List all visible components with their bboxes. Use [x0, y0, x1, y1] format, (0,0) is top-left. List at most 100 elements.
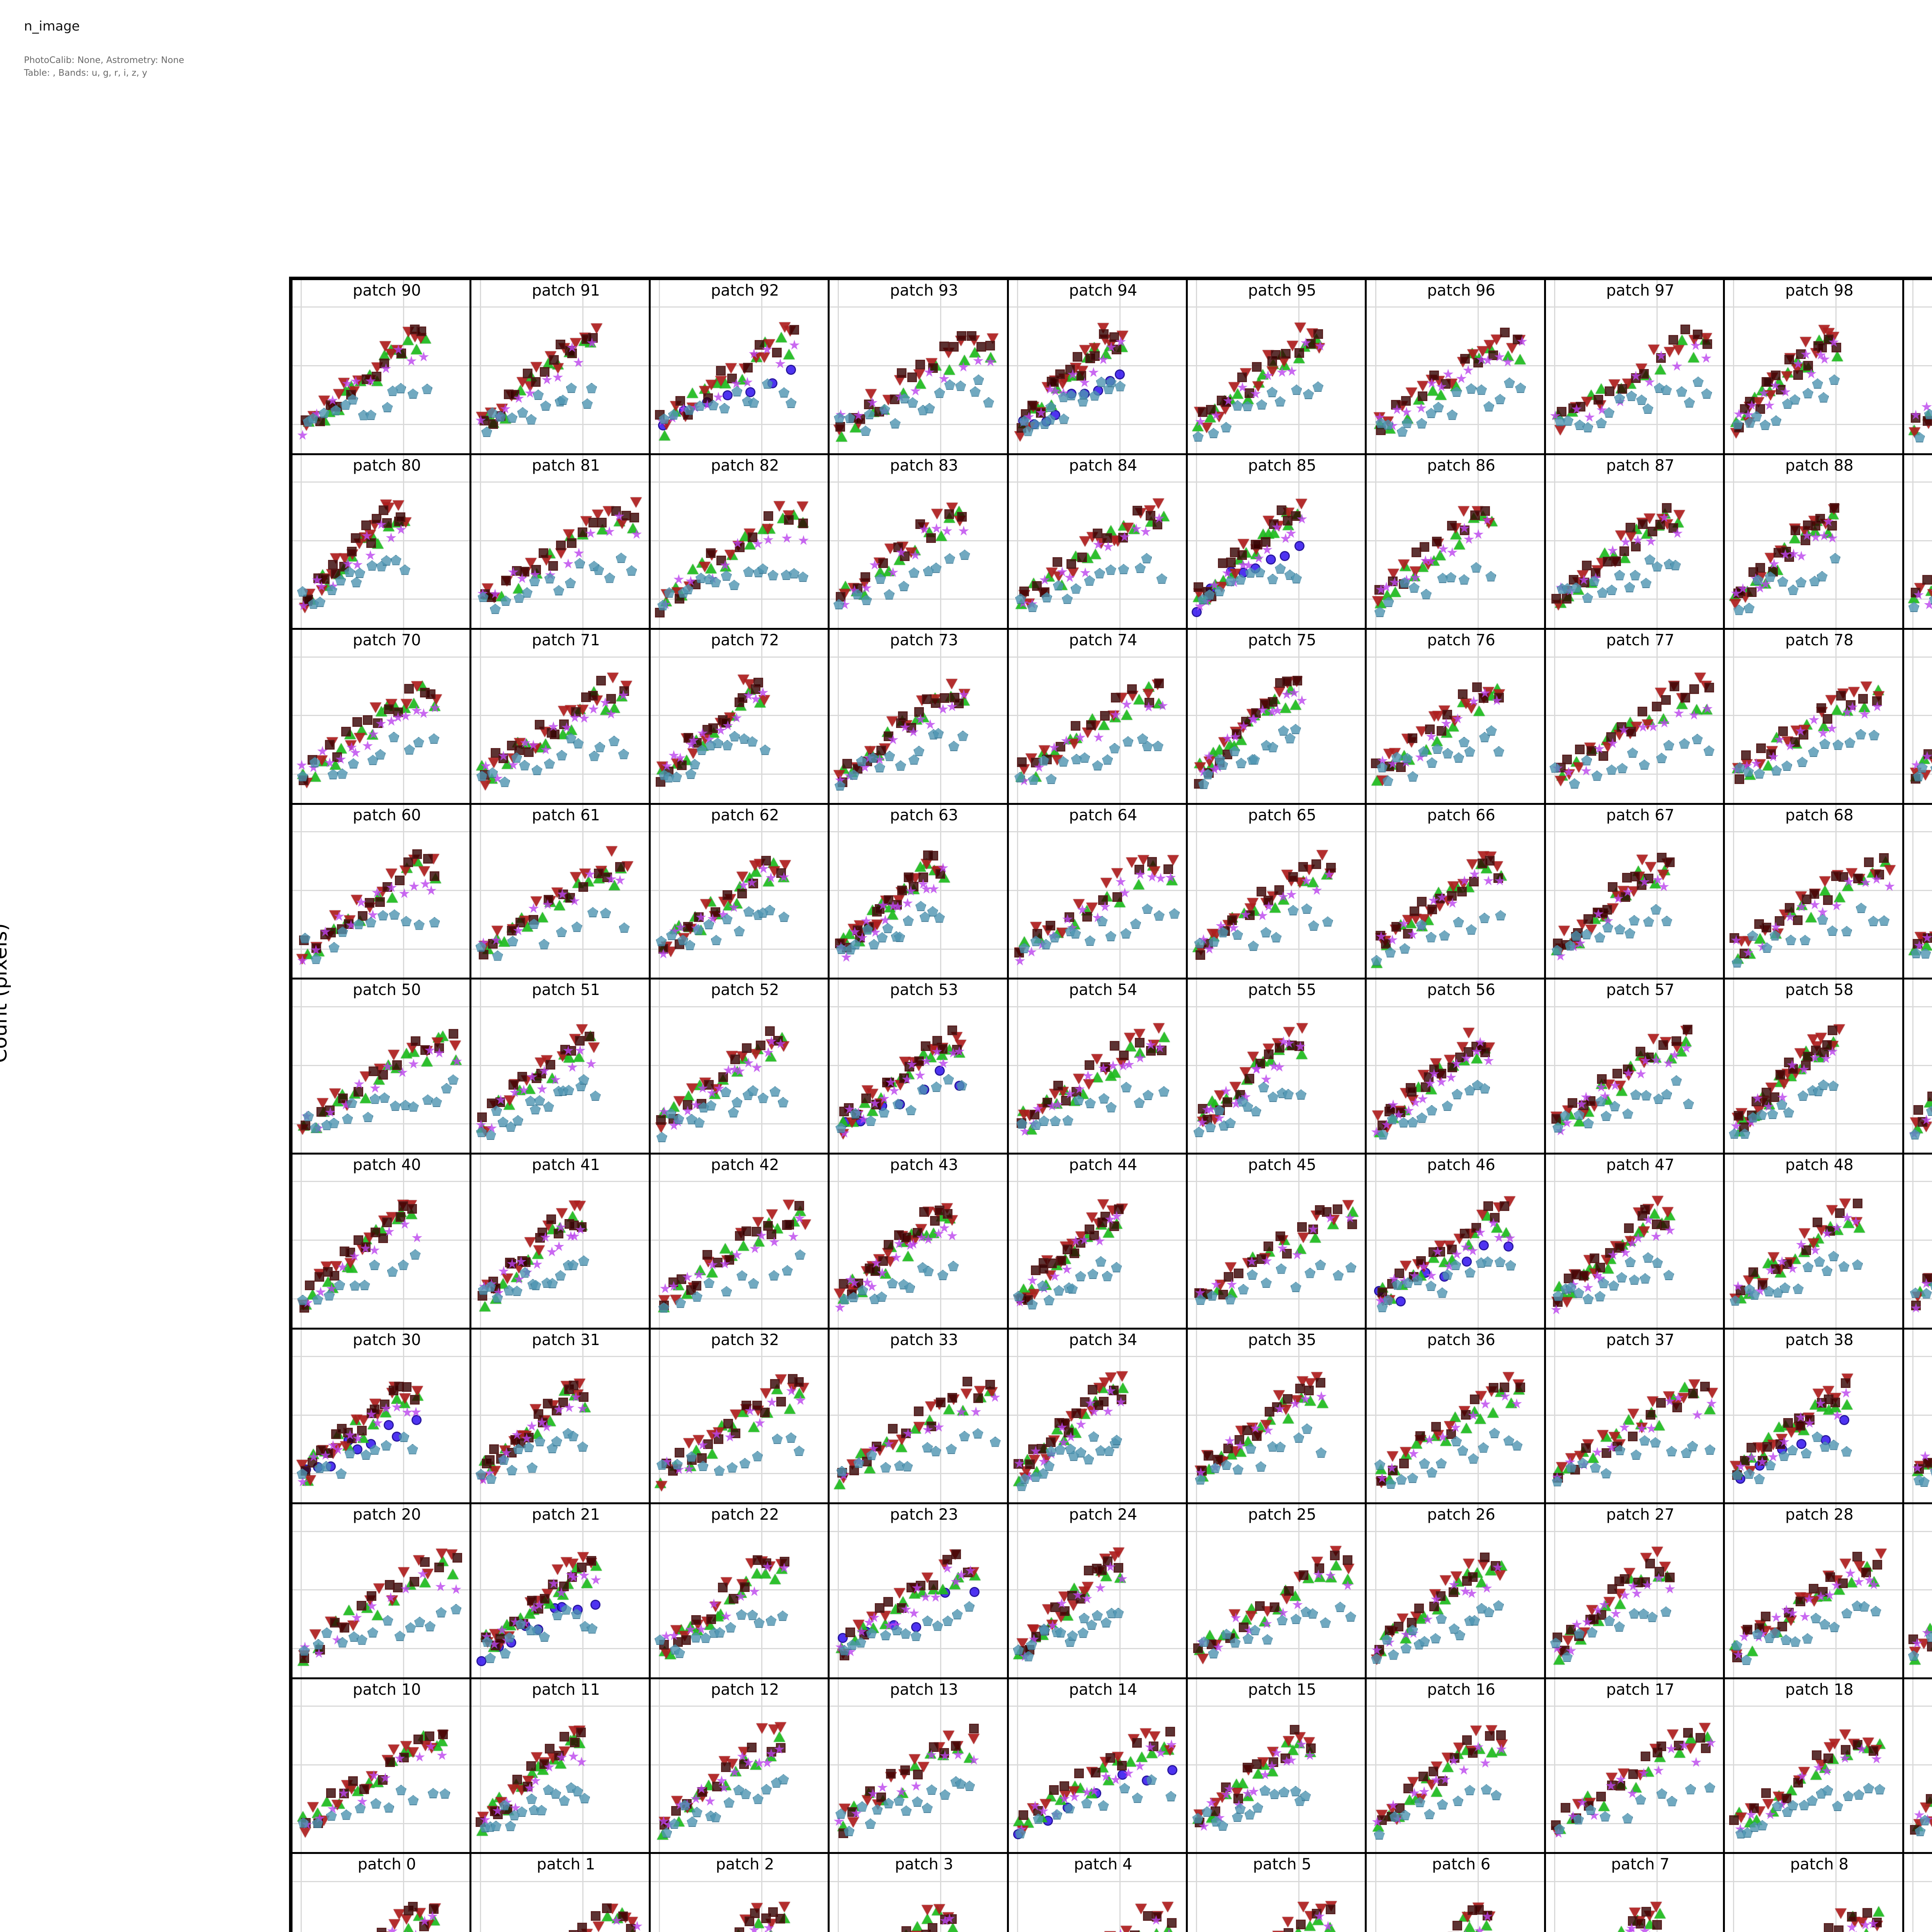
subplot-patch-58[interactable]: patch 58	[1725, 980, 1904, 1155]
data-point-y	[727, 1462, 738, 1473]
subplot-patch-38[interactable]: patch 38	[1725, 1330, 1904, 1505]
subplot-patch-94[interactable]: patch 94	[1009, 280, 1188, 455]
subplot-patch-34[interactable]: patch 34	[1009, 1330, 1188, 1505]
data-point-u	[745, 387, 755, 397]
subplot-patch-57[interactable]: patch 57	[1546, 980, 1725, 1155]
subplot-patch-53[interactable]: patch 53	[830, 980, 1009, 1155]
subplot-patch-43[interactable]: patch 43	[830, 1155, 1009, 1330]
data-point-i	[1815, 514, 1825, 524]
subplot-patch-64[interactable]: patch 64	[1009, 805, 1188, 980]
data-point-r	[480, 780, 491, 791]
data-point-y	[1830, 553, 1840, 563]
data-point-y	[1135, 563, 1146, 573]
subplot-title: patch 40	[293, 1156, 469, 1174]
x-gridline	[1375, 1155, 1376, 1328]
subplot-patch-49[interactable]: patch 49	[1904, 1155, 1932, 1330]
subplot-patch-31[interactable]: patch 31	[471, 1330, 650, 1505]
data-point-y	[1581, 755, 1592, 765]
subplot-patch-30[interactable]: 102104106patch 30	[293, 1330, 471, 1505]
subplot-patch-90[interactable]: 102104106patch 90	[293, 280, 471, 455]
subplot-patch-72[interactable]: patch 72	[651, 630, 830, 805]
subplot-patch-97[interactable]: patch 97	[1546, 280, 1725, 455]
subplot-patch-87[interactable]: patch 87	[1546, 455, 1725, 630]
data-point-i	[898, 711, 908, 721]
subplot-patch-52[interactable]: patch 52	[651, 980, 830, 1155]
data-point-y	[874, 762, 885, 772]
subplot-patch-50[interactable]: 102104106patch 50	[293, 980, 471, 1155]
subplot-patch-74[interactable]: patch 74	[1009, 630, 1188, 805]
subplot-patch-92[interactable]: patch 92	[651, 280, 830, 455]
data-point-i	[677, 760, 687, 770]
data-point-r	[1111, 868, 1123, 879]
data-point-i	[708, 723, 718, 733]
subplot-patch-73[interactable]: patch 73	[830, 630, 1009, 805]
subplot-patch-32[interactable]: patch 32	[651, 1330, 830, 1505]
subplot-patch-47[interactable]: patch 47	[1546, 1155, 1725, 1330]
data-point-y	[1800, 935, 1811, 945]
subplot-patch-77[interactable]: patch 77	[1546, 630, 1725, 805]
data-point-y	[1130, 918, 1141, 929]
subplot-patch-45[interactable]: patch 45	[1188, 1155, 1367, 1330]
data-point-i	[1245, 1074, 1254, 1083]
subplot-patch-37[interactable]: patch 37	[1546, 1330, 1725, 1505]
subplot-patch-79[interactable]: patch 79	[1904, 630, 1932, 805]
data-point-y	[1122, 736, 1133, 747]
subplot-patch-42[interactable]: patch 42	[651, 1155, 830, 1330]
subplot-patch-61[interactable]: patch 61	[471, 805, 650, 980]
subplot-patch-46[interactable]: patch 46	[1367, 1155, 1546, 1330]
subplot-patch-35[interactable]: patch 35	[1188, 1330, 1367, 1505]
subplot-patch-36[interactable]: patch 36	[1367, 1330, 1546, 1505]
y-gridline	[1188, 774, 1365, 775]
data-point-y	[586, 383, 597, 393]
subplot-patch-88[interactable]: patch 88	[1725, 455, 1904, 630]
subplot-patch-55[interactable]: patch 55	[1188, 980, 1367, 1155]
data-point-i	[328, 560, 338, 570]
subplot-patch-78[interactable]: patch 78	[1725, 630, 1904, 805]
subplot-patch-48[interactable]: patch 48	[1725, 1155, 1904, 1330]
subplot-patch-56[interactable]: patch 56	[1367, 980, 1546, 1155]
subplot-patch-76[interactable]: patch 76	[1367, 630, 1546, 805]
data-point-r	[574, 1201, 586, 1211]
subplot-patch-44[interactable]: patch 44	[1009, 1155, 1188, 1330]
subplot-patch-83[interactable]: patch 83	[830, 455, 1009, 630]
data-point-z	[915, 1070, 925, 1081]
subplot-patch-60[interactable]: 102104106patch 60	[293, 805, 471, 980]
subplot-patch-69[interactable]: patch 69	[1904, 805, 1932, 980]
subplot-patch-33[interactable]: patch 33	[830, 1330, 1009, 1505]
subplot-patch-86[interactable]: patch 86	[1367, 455, 1546, 630]
data-point-i	[556, 541, 566, 550]
data-point-y	[983, 397, 994, 408]
data-point-r	[1116, 1371, 1128, 1382]
subplot-patch-80[interactable]: 102104106patch 80	[293, 455, 471, 630]
subplot-patch-81[interactable]: patch 81	[471, 455, 650, 630]
subplot-patch-75[interactable]: patch 75	[1188, 630, 1367, 805]
subplot-patch-85[interactable]: patch 85	[1188, 455, 1367, 630]
data-point-i	[578, 527, 587, 537]
subplot-patch-98[interactable]: patch 98	[1725, 280, 1904, 455]
subplot-patch-51[interactable]: patch 51	[471, 980, 650, 1155]
data-point-y	[1258, 1082, 1269, 1092]
subplot-patch-65[interactable]: patch 65	[1188, 805, 1367, 980]
subplot-patch-66[interactable]: patch 66	[1367, 805, 1546, 980]
subplot-patch-95[interactable]: patch 95	[1188, 280, 1367, 455]
subplot-patch-99[interactable]: patch 99	[1904, 280, 1932, 455]
subplot-patch-59[interactable]: patch 59	[1904, 980, 1932, 1155]
subplot-patch-41[interactable]: patch 41	[471, 1155, 650, 1330]
subplot-patch-96[interactable]: patch 96	[1367, 280, 1546, 455]
data-point-i	[1046, 921, 1055, 930]
subplot-patch-70[interactable]: 102104106patch 70	[293, 630, 471, 805]
subplot-patch-40[interactable]: 102104106patch 40	[293, 1155, 471, 1330]
subplot-patch-91[interactable]: patch 91	[471, 280, 650, 455]
subplot-patch-71[interactable]: patch 71	[471, 630, 650, 805]
subplot-patch-63[interactable]: patch 63	[830, 805, 1009, 980]
subplot-patch-84[interactable]: patch 84	[1009, 455, 1188, 630]
subplot-patch-89[interactable]: patch 89	[1904, 455, 1932, 630]
subplot-patch-68[interactable]: patch 68	[1725, 805, 1904, 980]
subplot-patch-67[interactable]: patch 67	[1546, 805, 1725, 980]
subplot-patch-82[interactable]: patch 82	[651, 455, 830, 630]
data-point-i	[1425, 724, 1435, 734]
subplot-patch-54[interactable]: patch 54	[1009, 980, 1188, 1155]
subplot-patch-93[interactable]: patch 93	[830, 280, 1009, 455]
subplot-patch-62[interactable]: patch 62	[651, 805, 830, 980]
y-gridline	[1188, 481, 1365, 483]
